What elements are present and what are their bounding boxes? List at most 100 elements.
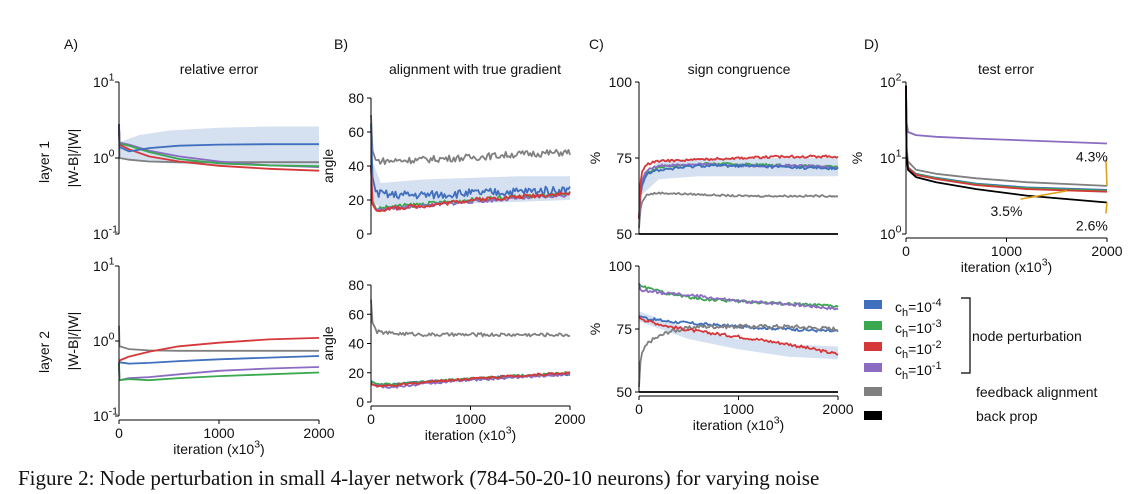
legend-label-base: c (895, 341, 902, 357)
annotation-leader (1105, 202, 1108, 214)
y-tick-label: 10-1 (93, 406, 118, 424)
series-line-blue (118, 123, 319, 153)
row-label-layer-1: layer 1 (36, 141, 52, 183)
annotation-label: 2.6% (1076, 217, 1108, 233)
y-tick-label: 10-1 (93, 224, 118, 242)
series-line-gray (370, 299, 571, 338)
series-line-red (118, 337, 320, 364)
y-tick-label: 101 (93, 256, 115, 274)
series-line-blue (370, 123, 571, 200)
y-tick-label-base: 10 (880, 150, 896, 166)
y-tick-label-sup: 0 (109, 331, 115, 343)
x-axis-label-base: iteration (x10 (961, 259, 1042, 275)
y-tick-label: 100 (609, 258, 633, 274)
x-axis-label-sup: 3 (774, 415, 780, 427)
chart-title: test error (978, 61, 1034, 77)
legend-label-black: back prop (976, 408, 1038, 424)
y-tick-label: 101 (880, 148, 902, 166)
series-line-purple (905, 85, 1108, 145)
legend-bracket (961, 297, 971, 374)
y-tick-label-sup: 2 (896, 72, 902, 84)
x-axis-label-sup: 3 (254, 439, 260, 451)
legend-swatch-purple (864, 363, 882, 372)
legend-swatch-blue (864, 300, 882, 309)
panel-b1: 0 20 40 60 80 alignment with true gradient ang… (320, 61, 571, 242)
annotation-label: 3.5% (991, 203, 1023, 219)
y-tick-label-sup: 0 (896, 224, 902, 236)
y-axis-label: |W-B|/|W| (65, 312, 81, 371)
x-axis-label-end: ) (512, 427, 517, 443)
row-label-layer-2: layer 2 (36, 331, 52, 373)
figure-caption: Figure 2: Node perturbation in small 4-l… (18, 466, 820, 490)
legend-label-sub: h (902, 370, 908, 382)
x-axis-label: iteration (x103) (693, 415, 784, 433)
x-tick-label: 0 (635, 401, 643, 417)
x-tick-label: 2000 (303, 425, 334, 441)
series-line-purple (118, 363, 320, 382)
y-tick-label: 0 (356, 226, 364, 242)
x-axis-label-end: ) (260, 441, 265, 457)
panel-letter-d: D) (864, 36, 879, 52)
y-tick-label: 40 (348, 158, 364, 174)
x-axis-label-end: ) (780, 417, 785, 433)
x-tick-label: 0 (902, 243, 910, 259)
y-axis-label: angle (320, 326, 336, 360)
series-line-red (370, 165, 571, 213)
y-tick-label-base: 10 (93, 333, 109, 349)
x-tick-label: 1000 (455, 411, 486, 427)
y-tick-label-sup: 1 (109, 256, 115, 268)
y-tick-label-base: 10 (880, 226, 896, 242)
y-tick-label: 20 (348, 365, 364, 381)
y-tick-label: 102 (880, 72, 902, 90)
legend-swatch-red (864, 342, 882, 351)
x-tick-label: 0 (367, 411, 375, 427)
y-tick-label: 75 (616, 321, 632, 337)
y-axis-label: % (587, 323, 603, 335)
panel-c1: 50 75 100 sign congruence% (587, 61, 839, 242)
chart-title: alignment with true gradient (389, 61, 561, 77)
series-line-red (905, 85, 1108, 193)
legend-group-label: node perturbation (972, 328, 1082, 344)
annotation-leader (1105, 159, 1108, 186)
y-tick-label: 80 (348, 90, 364, 106)
y-tick-label-sup: -1 (109, 406, 118, 418)
y-tick-label-base: 10 (93, 258, 109, 274)
legend-label-green: ch=10-3 (895, 318, 942, 340)
y-tick-label: 100 (93, 331, 115, 349)
series-line-gray (118, 123, 319, 164)
x-axis-label: iteration (x103) (961, 257, 1052, 275)
legend-label-sub: h (902, 307, 908, 319)
series-line-green (118, 123, 320, 168)
legend-swatch-gray (864, 387, 882, 396)
legend-label-sub: h (902, 349, 908, 361)
legend-label-base: c (895, 362, 902, 378)
y-axis-label: angle (320, 149, 336, 183)
y-tick-label: 50 (616, 384, 632, 400)
legend-label-red: ch=10-2 (895, 339, 942, 361)
legend-swatch-black (864, 411, 882, 420)
x-tick-label: 1000 (723, 401, 754, 417)
series-line-red (118, 123, 320, 172)
x-axis-label: iteration (x103) (173, 439, 264, 457)
legend-label-mid: =10 (908, 362, 932, 378)
confidence-band (119, 126, 319, 166)
series-line-black (905, 85, 1108, 204)
panel-letters: A) B) C) D) (64, 36, 879, 52)
legend-label-base: c (895, 320, 902, 336)
y-tick-label-sup: -1 (109, 224, 118, 236)
x-axis-label: iteration (x103) (425, 425, 516, 443)
panel-letter-c: C) (589, 36, 604, 52)
series-line-gray (638, 191, 839, 228)
series-line-gray (370, 114, 571, 165)
x-tick-label: 1000 (991, 243, 1022, 259)
x-tick-label: 2000 (1091, 243, 1122, 259)
confidence-band (639, 158, 838, 198)
y-tick-label: 40 (348, 336, 364, 352)
x-axis-label-base: iteration (x10 (173, 441, 254, 457)
y-tick-label-sup: 0 (109, 148, 115, 160)
y-tick-label: 100 (93, 148, 115, 166)
